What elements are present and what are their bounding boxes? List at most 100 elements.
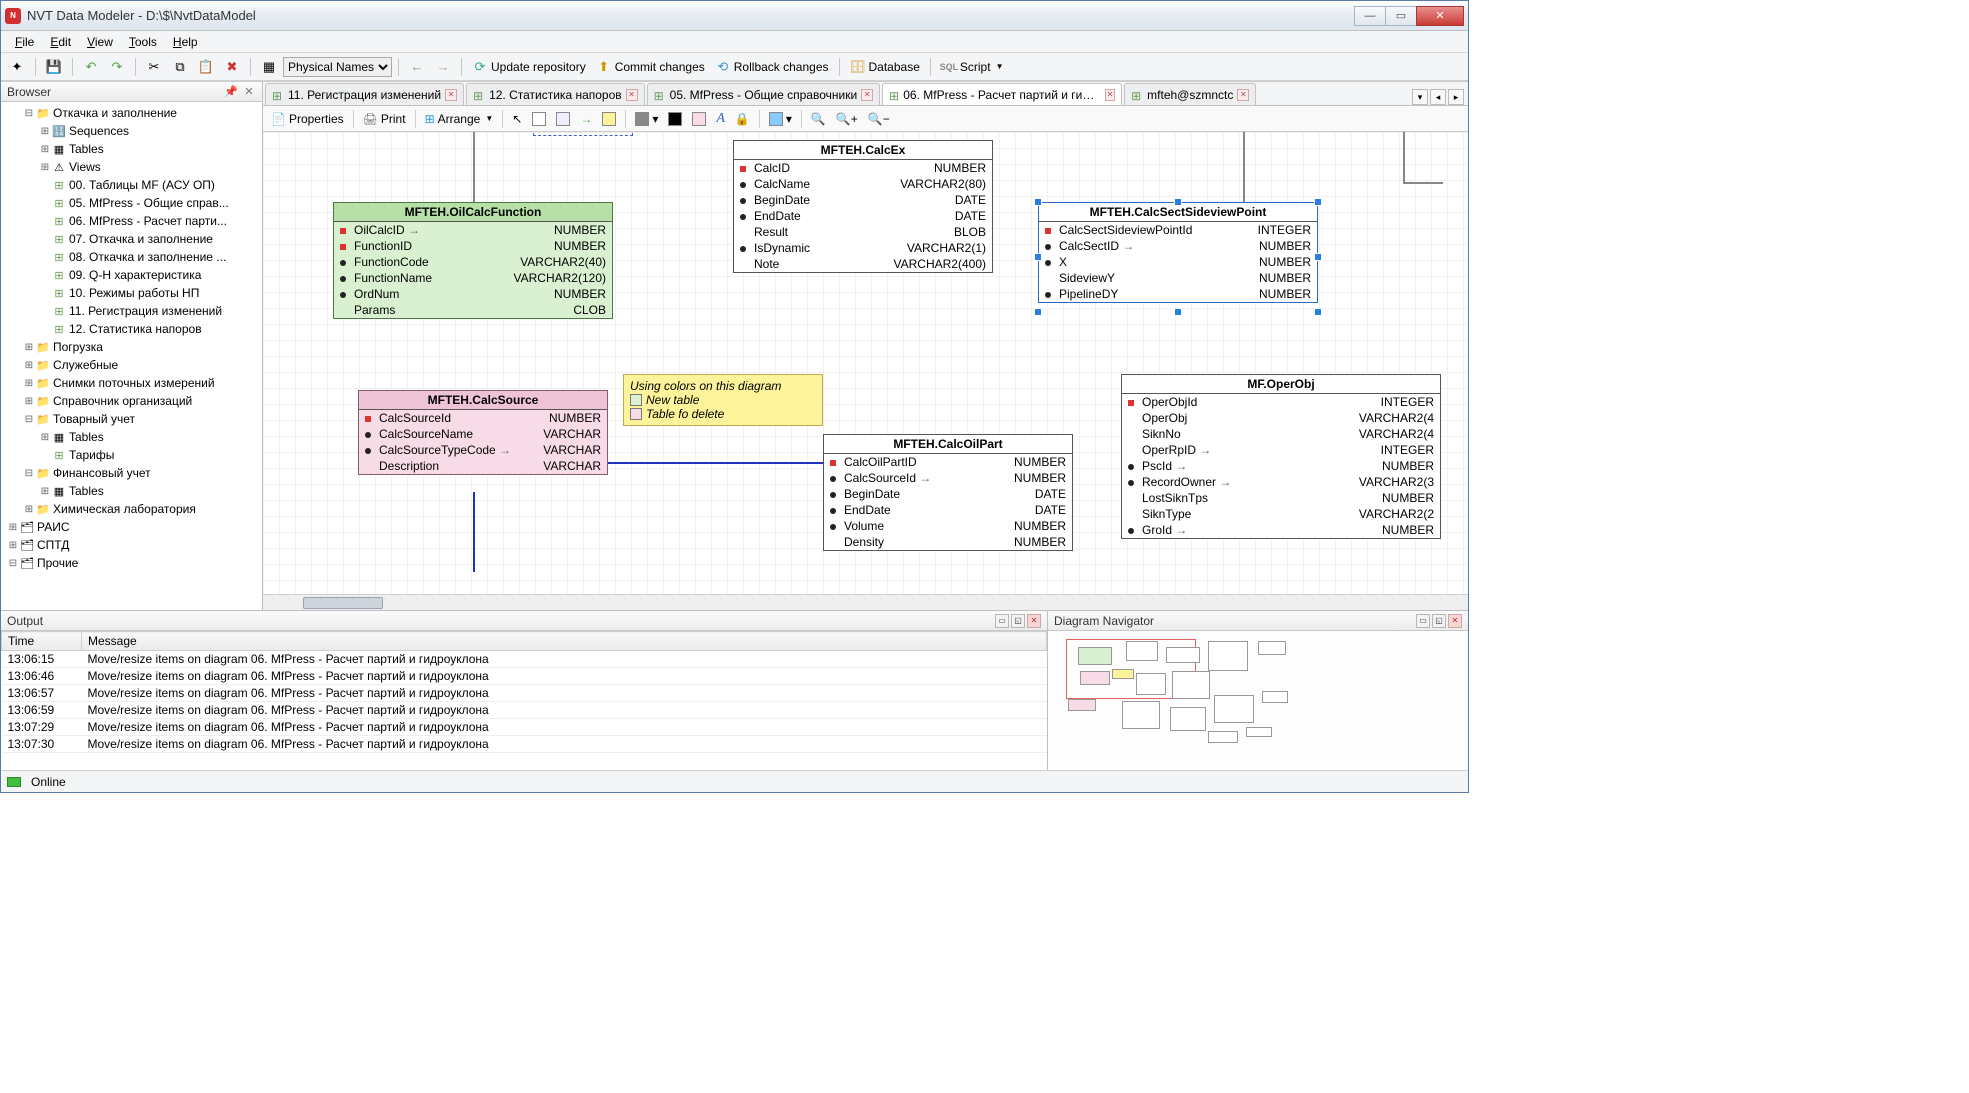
tree-item[interactable]: ⊞📁Химическая лаборатория [1,500,262,518]
nav-back-button[interactable]: ← [405,57,429,77]
output-max-icon[interactable]: ◱ [1011,614,1025,628]
tree-item[interactable]: ⊞📁Погрузка [1,338,262,356]
undo-button[interactable]: ↶ [79,57,103,77]
relation-tool[interactable]: → [576,110,596,128]
zoom-out-button[interactable]: 🔍− [864,110,894,128]
tree-item[interactable]: ⊞⚠Views [1,158,262,176]
output-row[interactable]: 13:07:29Move/resize items on diagram 06.… [2,719,1047,736]
lock-button[interactable]: 🔒 [731,110,754,128]
output-min-icon[interactable]: ▭ [995,614,1009,628]
menu-view[interactable]: View [79,33,121,51]
output-col-message[interactable]: Message [82,632,1047,651]
tree-item[interactable]: ⊞📁Справочник организаций [1,392,262,410]
tree-item[interactable]: ⊞📁Служебные [1,356,262,374]
output-grid[interactable]: Time Message 13:06:15Move/resize items o… [1,631,1047,770]
tree-item[interactable]: ⊞09. Q-H характеристика [1,266,262,284]
tree-item[interactable]: ⊞10. Режимы работы НП [1,284,262,302]
tree-item[interactable]: ⊞07. Откачка и заполнение [1,230,262,248]
tree-item[interactable]: ⊟🗂Прочие [1,554,262,572]
browser-tree[interactable]: ⊟📁Откачка и заполнение⊞🔢Sequences⊞▦Table… [1,102,262,610]
entity-operobj[interactable]: MF.OperObjOperObjIdINTEGEROperObjVARCHAR… [1121,374,1441,539]
entity-calcex[interactable]: MFTEH.CalcExCalcIDNUMBERCalcNameVARCHAR2… [733,140,993,273]
paste-button[interactable]: 📋 [194,57,218,77]
output-row[interactable]: 13:06:46Move/resize items on diagram 06.… [2,668,1047,685]
layer-button[interactable]: ▾ [765,110,796,128]
editor-tab[interactable]: ⊞06. MfPress - Расчет партий и гидроукло… [882,83,1122,105]
editor-tab[interactable]: ⊞mfteh@szmnctc✕ [1124,83,1256,105]
note-tool[interactable] [598,110,620,128]
tree-item[interactable]: ⊞00. Таблицы MF (АСУ ОП) [1,176,262,194]
menu-file[interactable]: File [7,33,42,51]
tree-item[interactable]: ⊞▦Tables [1,482,262,500]
commit-button[interactable]: ⬆Commit changes [592,57,709,77]
nav-max-icon[interactable]: ◱ [1432,614,1446,628]
tree-item[interactable]: ⊞🗂СПТД [1,536,262,554]
tree-item[interactable]: ⊞📁Снимки поточных измерений [1,374,262,392]
nav-fwd-button[interactable]: → [431,57,455,77]
nav-close-icon[interactable]: ✕ [1448,614,1462,628]
tree-item[interactable]: ⊞06. MfPress - Расчет парти... [1,212,262,230]
tree-item[interactable]: ⊞▦Tables [1,140,262,158]
cut-button[interactable]: ✂ [142,57,166,77]
diagram-note[interactable]: Using colors on this diagramNew tableTab… [623,374,823,426]
pointer-tool[interactable]: ↖ [508,110,526,128]
pin-icon[interactable]: 📌 [224,85,238,99]
tab-prev-button[interactable]: ◂ [1430,89,1446,105]
font-button[interactable]: A [712,109,729,129]
editor-tab[interactable]: ⊞12. Статистика напоров✕ [466,83,645,105]
tab-next-button[interactable]: ▸ [1448,89,1464,105]
tree-item[interactable]: ⊞05. MfPress - Общие справ... [1,194,262,212]
arrange-button[interactable]: ⊞Arrange▼ [421,110,498,128]
new-table-tool[interactable] [528,110,550,128]
delete-button[interactable]: ✖ [220,57,244,77]
output-row[interactable]: 13:06:57Move/resize items on diagram 06.… [2,685,1047,702]
wand-button[interactable]: ✦ [5,57,29,77]
navigator-body[interactable] [1048,631,1468,770]
tree-item[interactable]: ⊞🔢Sequences [1,122,262,140]
grid-button[interactable]: ▦ [257,57,281,77]
copy-button[interactable]: ⧉ [168,57,192,77]
tab-dropdown-button[interactable]: ▾ [1412,89,1428,105]
entity-oilcalc[interactable]: MFTEH.OilCalcFunctionOilCalcIDNUMBERFunc… [333,202,613,319]
tree-item[interactable]: ⊟📁Откачка и заполнение [1,104,262,122]
tree-item[interactable]: ⊞12. Статистика напоров [1,320,262,338]
tab-close-icon[interactable]: ✕ [1237,89,1249,101]
editor-tab[interactable]: ⊞11. Регистрация изменений✕ [265,83,464,105]
menu-tools[interactable]: Tools [121,33,165,51]
new-view-tool[interactable] [552,110,574,128]
menu-help[interactable]: Help [165,33,206,51]
output-row[interactable]: 13:07:30Move/resize items on diagram 06.… [2,736,1047,753]
output-row[interactable]: 13:06:59Move/resize items on diagram 06.… [2,702,1047,719]
tree-item[interactable]: ⊟📁Товарный учет [1,410,262,428]
tree-item[interactable]: ⊞▦Tables [1,428,262,446]
nav-min-icon[interactable]: ▭ [1416,614,1430,628]
tree-item[interactable]: ⊞11. Регистрация изменений [1,302,262,320]
canvas-hscrollbar[interactable] [263,594,1468,610]
tree-item[interactable]: ⊞🗂РАИС [1,518,262,536]
output-row[interactable]: 13:06:15Move/resize items on diagram 06.… [2,651,1047,668]
fill-dropdown[interactable]: ▾ [631,110,662,128]
tab-close-icon[interactable]: ✕ [445,89,457,101]
output-col-time[interactable]: Time [2,632,82,651]
minimize-button[interactable]: — [1354,6,1386,26]
properties-button[interactable]: 📄Properties [267,110,348,128]
editor-tab[interactable]: ⊞05. MfPress - Общие справочники✕ [647,83,881,105]
tree-item[interactable]: ⊞08. Откачка и заполнение ... [1,248,262,266]
tab-close-icon[interactable]: ✕ [626,89,638,101]
tab-close-icon[interactable]: ✕ [861,89,873,101]
zoom-fit-button[interactable]: 🔍 [807,110,830,128]
tree-item[interactable]: ⊟📁Финансовый учет [1,464,262,482]
rollback-button[interactable]: ⟲Rollback changes [711,57,833,77]
close-button[interactable]: ✕ [1416,6,1464,26]
output-close-icon[interactable]: ✕ [1027,614,1041,628]
zoom-in-button[interactable]: 🔍+ [832,110,862,128]
print-button[interactable]: 🖨Print [359,110,410,128]
redo-button[interactable]: ↷ [105,57,129,77]
entity-calcsource[interactable]: MFTEH.CalcSourceCalcSourceIdNUMBERCalcSo… [358,390,608,475]
tree-item[interactable]: ⊞Тарифы [1,446,262,464]
entity-sideview[interactable]: MFTEH.CalcSectSideviewPointCalcSectSidev… [1038,202,1318,303]
maximize-button[interactable]: ▭ [1385,6,1417,26]
panel-close-icon[interactable]: ✕ [242,85,256,99]
color-black[interactable] [664,110,686,128]
diagram-canvas[interactable]: Using colors on this diagramNew tableTab… [263,132,1468,594]
